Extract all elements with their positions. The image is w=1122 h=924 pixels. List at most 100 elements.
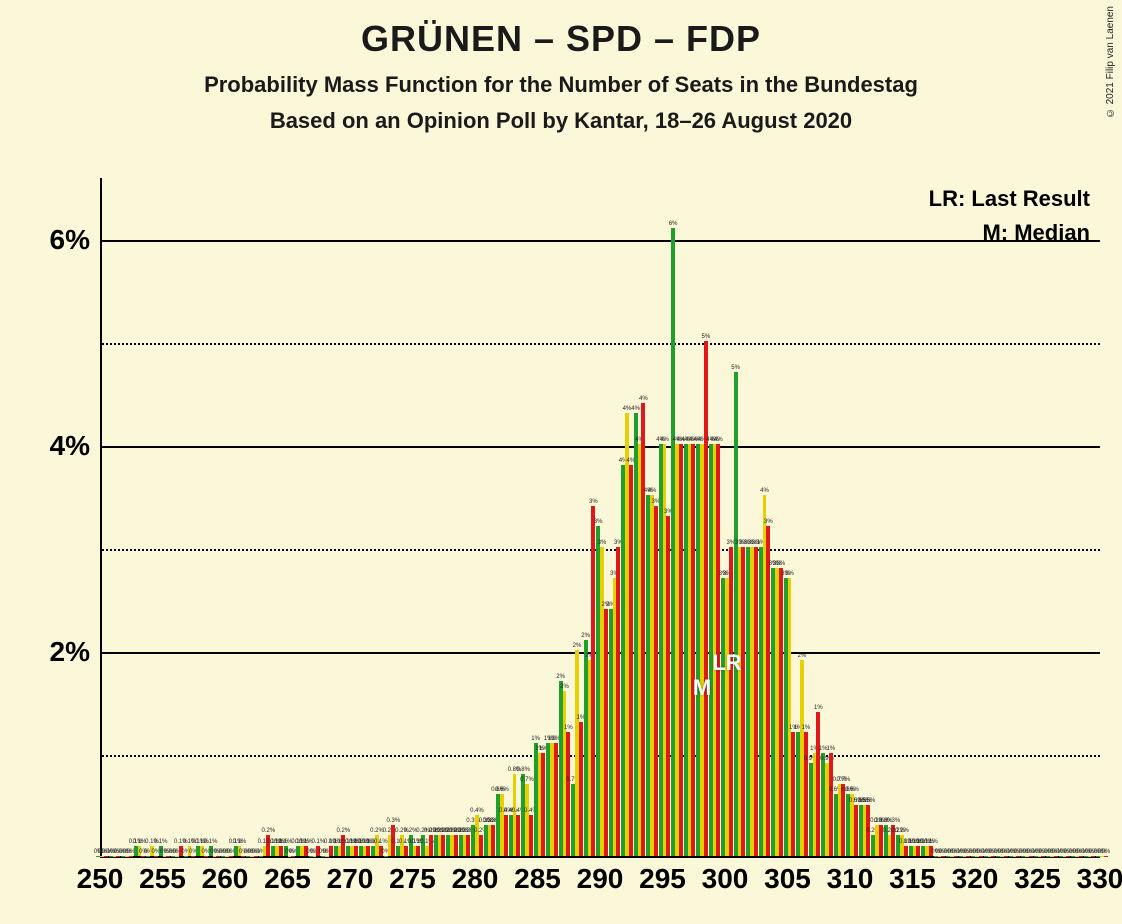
bar-r: 0% [966,856,970,857]
bar-r: 0.1% [329,846,333,856]
bar-r: 0% [254,856,258,857]
bar-value-label: 1% [802,725,811,731]
bar-value-label: 4% [631,406,640,412]
y-tick-label: 4% [30,430,90,462]
bar-r: 3% [729,547,733,856]
bar-r: 0.1% [416,846,420,856]
bar-r: 0.1% [354,846,358,856]
x-tick-label: 295 [639,863,686,895]
bar-r: 0% [1029,856,1033,857]
bar-r: 0.2% [454,835,458,856]
x-tick-label: 285 [514,863,561,895]
bar-r: 1% [554,743,558,856]
bar-r: 0% [129,856,133,857]
bar-value-label: 4% [639,396,648,402]
bar-value-label: 0% [1102,849,1111,855]
bar-value-label: 0.2% [262,828,276,834]
bar-r: 0.2% [479,835,483,856]
bar-r: 0% [116,856,120,857]
bar-r: 0% [1091,856,1095,857]
bar-value-label: 2% [581,633,590,639]
copyright-text: © 2021 Filip van Laenen [1105,6,1116,118]
bar-r: 3% [654,506,658,856]
bar-value-label: 0.3% [387,818,401,824]
bar-r: 0.4% [516,815,520,856]
bar-r: 0.1% [916,846,920,856]
bar-value-label: 0.6% [845,787,859,793]
y-tick-label: 6% [30,224,90,256]
chart-subtitle-2: Based on an Opinion Poll by Kantar, 18–2… [0,108,1122,134]
legend-m: M: Median [929,220,1090,246]
bar-r: 1% [566,732,570,856]
bar-r: 1% [804,732,808,856]
bar-value-label: 4% [760,488,769,494]
chart-container: 2% 4% 6% 0% 0% 0% 0% 0% 0% 0% 0% 0% 0.1% 0.1% 0% 0% 0.1… [30,178,1100,858]
bar-r: 3% [754,547,758,856]
x-tick-label: 325 [1014,863,1061,895]
bar-r: 1% [816,712,820,856]
bar-r: 0% [991,856,995,857]
bar-value-label: 0.2% [895,828,909,834]
marker-median: M [693,675,711,701]
x-tick-label: 280 [452,863,499,895]
bar-r: 3% [616,547,620,856]
bar-r: 0.3% [491,825,495,856]
bar-value-label: 0.7% [520,777,534,783]
bar-r: 0% [979,856,983,857]
bar-value-label: 0.4% [470,808,484,814]
bar-r: 0% [1016,856,1020,857]
x-tick-label: 330 [1077,863,1122,895]
bar-r: 0% [1104,856,1108,857]
y-tick-label: 2% [30,636,90,668]
bar-value-label: 4% [648,488,657,494]
x-tick-label: 300 [702,863,749,895]
x-tick-label: 265 [264,863,311,895]
bar-r: 0.7% [841,784,845,856]
bar-r: 0% [1041,856,1045,857]
bar-r: 0% [154,856,158,857]
bar-r: 3% [779,568,783,856]
x-tick-label: 290 [577,863,624,895]
bar-value-label: 3% [598,540,607,546]
bar-r: 3% [591,506,595,856]
bar-value-label: 1% [827,746,836,752]
bar-r: 0% [941,856,945,857]
bar-r: 5% [704,341,708,856]
bar-value-label: 0.1% [374,839,388,845]
bar-r: 0% [216,856,220,857]
bar-value-label: 3% [589,499,598,505]
x-tick-label: 260 [202,863,249,895]
bar-value-label: 2% [560,684,569,690]
bar-r: 0.2% [466,835,470,856]
bar-r: 0.2% [429,835,433,856]
bar-value-label: 2% [573,643,582,649]
bar-value-label: 0.8% [516,767,530,773]
bar-r: 0% [166,856,170,857]
x-tick-label: 310 [827,863,874,895]
bar-r: 0% [1066,856,1070,857]
plot-area: 0% 0% 0% 0% 0% 0% 0% 0% 0% 0.1% 0.1% 0% 0% 0.1% 0% 0.1%… [100,178,1100,858]
bar-r: 0.1% [279,846,283,856]
bar-r: 0% [291,856,295,857]
bar-r: 0% [954,856,958,857]
bar-r: 4% [679,444,683,856]
bar-r: 1% [791,732,795,856]
bar-value-label: 3% [764,519,773,525]
bar-r: 0.2% [441,835,445,856]
bar-r: 4% [629,465,633,857]
bar-r: 0% [1004,856,1008,857]
bar-value-label: 0.7% [837,777,851,783]
bar-r: 0% [104,856,108,857]
bar-r: 1% [579,722,583,856]
bar-value-label: 1% [531,736,540,742]
bar-value-label: 0.2% [337,828,351,834]
bar-r: 0% [1054,856,1058,857]
bar-r: 1% [829,753,833,856]
bar-value-label: 6% [669,221,678,227]
bar-value-label: 0.1% [924,839,938,845]
bar-r: 0.1% [904,846,908,856]
bar-r: 0.4% [529,815,533,856]
bar-r: 0.5% [854,805,858,857]
bar-value-label: 5% [702,334,711,340]
bar-value-label: 1% [564,725,573,731]
